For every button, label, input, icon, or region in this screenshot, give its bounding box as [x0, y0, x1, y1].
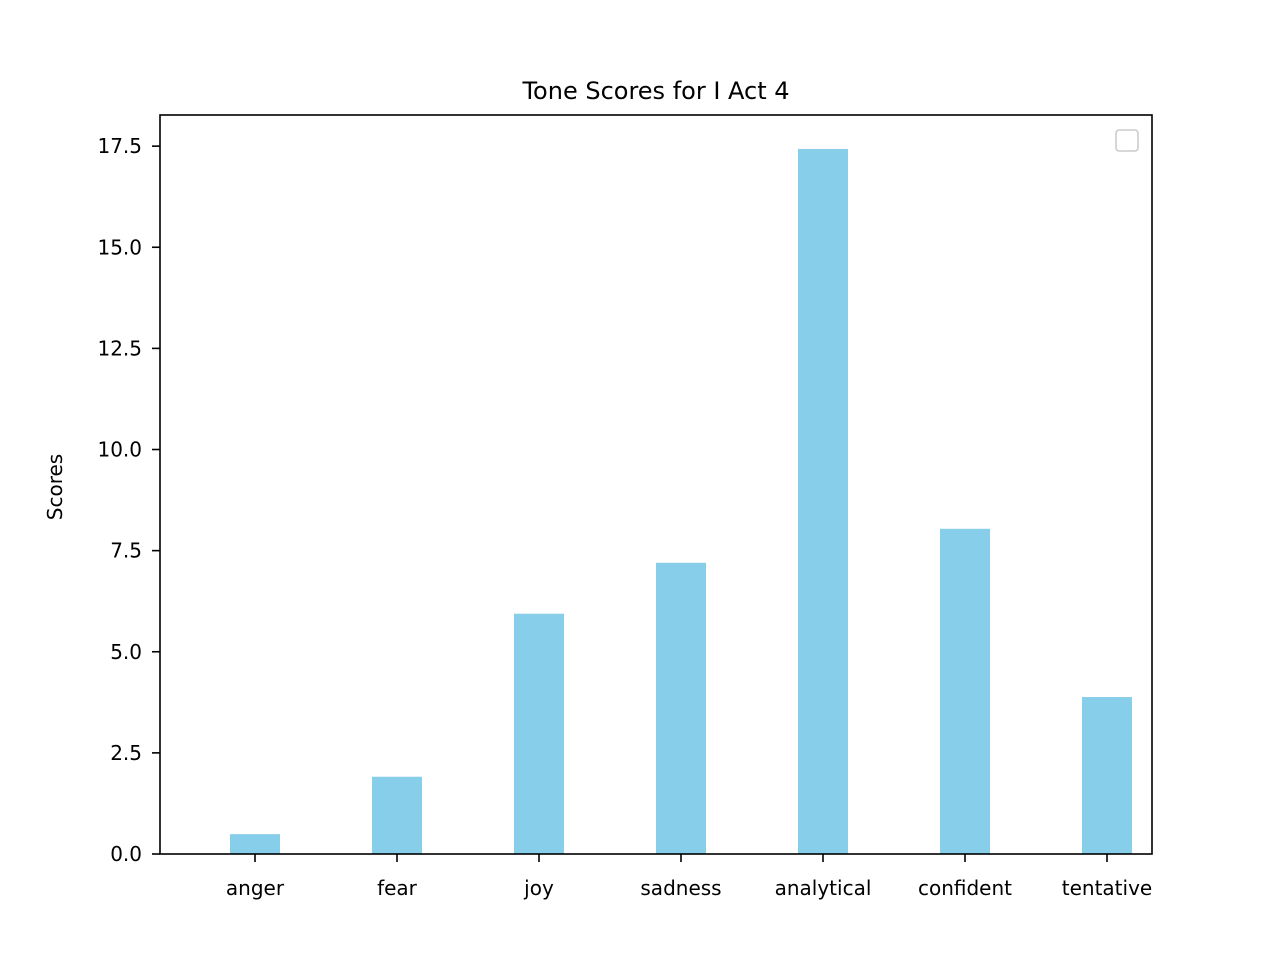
x-tick-label: anger	[226, 876, 285, 900]
y-tick-label: 10.0	[97, 438, 142, 462]
bar-sadness	[656, 562, 706, 854]
chart-title: Tone Scores for I Act 4	[521, 77, 789, 105]
y-axis-label: Scores	[43, 454, 67, 520]
bar-fear	[372, 776, 422, 854]
legend-box	[1115, 129, 1139, 152]
x-tick-label: confident	[918, 876, 1012, 900]
bar-analytical	[798, 148, 848, 855]
y-tick-label: 15.0	[97, 235, 142, 259]
x-tick-label: analytical	[775, 876, 872, 900]
x-tick-label: joy	[523, 876, 554, 900]
x-axis-ticks: anger fear joy sadness analytical confident te…	[226, 854, 1152, 900]
y-tick-label: 12.5	[97, 336, 142, 360]
y-tick-label: 17.5	[97, 134, 142, 158]
x-tick-label: tentative	[1062, 876, 1152, 900]
y-tick-label: 2.5	[110, 741, 142, 765]
bar-confident	[940, 528, 990, 854]
bar-anger	[230, 834, 280, 854]
y-tick-label: 0.0	[110, 842, 142, 866]
y-tick-label: 7.5	[110, 539, 142, 563]
bar-joy	[514, 613, 564, 854]
x-tick-label: fear	[377, 876, 418, 900]
plot-area-frame	[159, 114, 1153, 855]
bar-tentative	[1082, 697, 1132, 854]
bars-group	[230, 148, 1132, 855]
y-tick-label: 5.0	[110, 640, 142, 664]
y-axis-ticks: 0.0 2.5 5.0 7.5 10.0 12.5 15.0 17.5	[97, 134, 160, 866]
x-tick-label: sadness	[640, 876, 721, 900]
